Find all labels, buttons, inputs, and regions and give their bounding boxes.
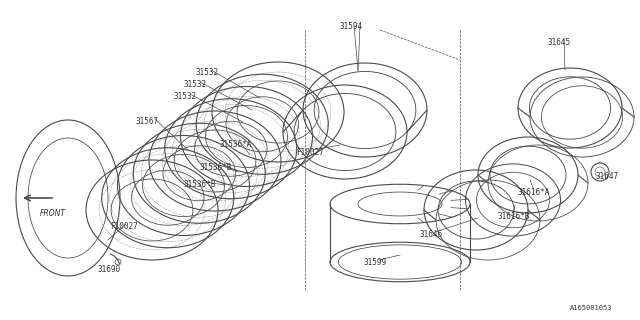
Text: 31645: 31645 (548, 38, 571, 47)
Text: F10027: F10027 (296, 148, 324, 157)
Text: 31567: 31567 (136, 117, 159, 126)
Text: 31536*A: 31536*A (220, 140, 252, 149)
Text: 31532: 31532 (173, 92, 196, 101)
Text: 31532: 31532 (184, 80, 207, 89)
Text: 31647: 31647 (596, 172, 619, 181)
Text: F10027: F10027 (110, 222, 138, 231)
Text: 31690: 31690 (98, 265, 121, 274)
Text: 31594: 31594 (340, 22, 363, 31)
Text: A165001053: A165001053 (570, 305, 612, 311)
Text: 31532: 31532 (195, 68, 218, 77)
Text: 31646: 31646 (420, 230, 443, 239)
Text: 31536*B: 31536*B (183, 180, 216, 189)
Ellipse shape (591, 163, 609, 181)
Text: FRONT: FRONT (40, 209, 66, 218)
Text: 31616*B: 31616*B (497, 212, 529, 221)
Text: 31616*A: 31616*A (518, 188, 550, 197)
Text: 31599: 31599 (363, 258, 386, 267)
Text: 31536*B: 31536*B (200, 163, 232, 172)
